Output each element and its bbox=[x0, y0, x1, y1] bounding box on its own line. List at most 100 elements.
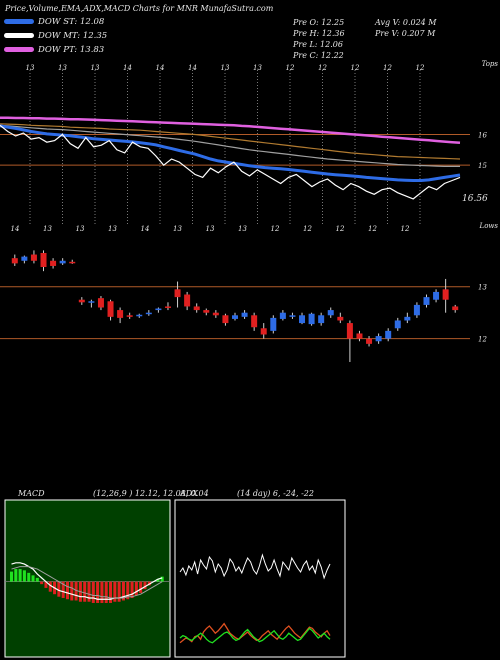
price-level-label: 13 bbox=[478, 284, 487, 292]
price-candle-body bbox=[337, 316, 344, 321]
price-candle-body bbox=[155, 308, 162, 311]
macd-histogram-bar bbox=[70, 581, 74, 601]
macd-histogram-bar bbox=[134, 581, 138, 596]
price-candle-body bbox=[88, 301, 95, 303]
macd-histogram-bar bbox=[31, 575, 35, 582]
price-candle-body bbox=[11, 258, 18, 264]
ema-top-tick: 13 bbox=[221, 64, 230, 72]
macd-label: MACD bbox=[18, 489, 45, 498]
macd-histogram-bar bbox=[83, 581, 87, 602]
ema-top-tick: 13 bbox=[26, 64, 35, 72]
price-candle-body bbox=[404, 316, 411, 321]
ema-top-tick: 12 bbox=[416, 64, 425, 72]
price-candle-body bbox=[97, 298, 104, 308]
price-top-tick: 12 bbox=[336, 225, 345, 233]
price-candle-body bbox=[212, 312, 219, 316]
price-candle-body bbox=[59, 260, 66, 264]
ema-series-line bbox=[0, 124, 460, 167]
price-top-tick: 12 bbox=[368, 225, 377, 233]
ema-series-line bbox=[0, 116, 461, 145]
price-top-tick: 12 bbox=[271, 225, 280, 233]
legend-dow-mt: DOW MT: 12.35 bbox=[4, 31, 107, 41]
macd-histogram-bar bbox=[35, 577, 39, 582]
ema-top-tick: 13 bbox=[253, 64, 262, 72]
macd-histogram-bar bbox=[121, 581, 125, 601]
macd-histogram-bar bbox=[74, 581, 78, 601]
legend-swatch-blue bbox=[4, 19, 34, 24]
ema-top-tick: 14 bbox=[123, 64, 132, 72]
price-candle-body bbox=[145, 312, 152, 315]
ema-top-tick: 14 bbox=[188, 64, 197, 72]
price-candle-body bbox=[241, 312, 248, 317]
adx-panel-frame bbox=[174, 499, 346, 658]
macd-histogram-bar bbox=[104, 581, 108, 603]
price-candle-body bbox=[356, 333, 363, 339]
price-candle-body bbox=[433, 291, 440, 300]
legend-swatch-pink bbox=[4, 47, 34, 52]
adx-params: (14 day) 6, -24, -22 bbox=[237, 489, 314, 498]
price-candle-body bbox=[299, 315, 306, 324]
macd-histogram-bar bbox=[139, 581, 143, 593]
macd-histogram-bar bbox=[130, 581, 134, 598]
price-level-label: 12 bbox=[478, 336, 487, 344]
price-candle-body bbox=[78, 299, 85, 303]
macd-histogram-bar bbox=[100, 581, 104, 603]
macd-histogram-bar bbox=[160, 576, 164, 582]
price-candle-body bbox=[375, 336, 382, 342]
macd-histogram-bar bbox=[126, 581, 130, 600]
ema-price-label: 16 bbox=[478, 132, 487, 140]
ema-series-line bbox=[0, 123, 461, 160]
adx-series-line bbox=[179, 553, 331, 580]
price-candle-body bbox=[107, 301, 114, 317]
ema-corner-label: Tops bbox=[482, 60, 499, 68]
macd-histogram-bar bbox=[143, 581, 147, 590]
ema-last-value: 16.56 bbox=[462, 194, 488, 204]
legend-label-dow-mt: DOW MT: 12.35 bbox=[38, 31, 108, 41]
macd-histogram-bar bbox=[48, 581, 52, 592]
macd-histogram-bar bbox=[27, 572, 31, 582]
price-candle-body bbox=[442, 289, 449, 300]
price-candle-body bbox=[40, 252, 47, 267]
price-top-tick: 13 bbox=[173, 225, 182, 233]
price-candle-body bbox=[232, 315, 238, 319]
macd-params: (12,26,9 ) 12.12, 12.08, 0.04 bbox=[93, 489, 209, 498]
price-candle-body bbox=[452, 306, 459, 311]
macd-histogram-bar bbox=[156, 579, 160, 582]
price-candle-body bbox=[260, 328, 267, 335]
chart-title: Price,Volume,EMA,ADX,MACD Charts for MNR… bbox=[5, 4, 274, 13]
adx-series-line bbox=[179, 627, 331, 644]
quote-open: Pre O: 12.25 bbox=[293, 18, 345, 27]
price-candle-body bbox=[50, 260, 57, 266]
price-top-tick: 14 bbox=[11, 225, 20, 233]
price-top-tick: 13 bbox=[108, 225, 117, 233]
quote-pre-vol: Pre V: 0.207 M bbox=[375, 29, 436, 38]
macd-histogram-bar bbox=[117, 581, 121, 602]
adx-label: ADX bbox=[180, 489, 198, 498]
price-candle-body bbox=[413, 304, 420, 316]
ema-top-tick: 12 bbox=[383, 64, 392, 72]
quote-avg-vol: Avg V: 0.024 M bbox=[375, 18, 437, 27]
price-candle-body bbox=[203, 310, 210, 313]
macd-histogram-bar bbox=[40, 581, 44, 585]
quote-close: Pre C: 12.22 bbox=[293, 51, 344, 60]
price-corner-label: Lows bbox=[479, 222, 499, 230]
price-candle-body bbox=[30, 254, 37, 261]
price-candle-body bbox=[366, 338, 373, 344]
macd-line bbox=[11, 562, 163, 600]
macd-histogram-bar bbox=[65, 581, 69, 600]
price-candle-body bbox=[117, 310, 124, 318]
ema-top-tick: 12 bbox=[318, 64, 327, 72]
macd-histogram-bar bbox=[57, 581, 61, 597]
ema-series-line bbox=[0, 124, 461, 182]
ema-top-tick: 12 bbox=[351, 64, 360, 72]
macd-histogram-bar bbox=[14, 569, 18, 582]
ema-series-line bbox=[0, 124, 461, 200]
macd-histogram-bar bbox=[96, 581, 100, 603]
legend-dow-st: DOW ST: 12.08 bbox=[4, 17, 104, 27]
macd-histogram-bar bbox=[10, 571, 14, 582]
price-candle-body bbox=[327, 310, 334, 316]
price-top-tick: 13 bbox=[76, 225, 85, 233]
price-candle-body bbox=[184, 294, 191, 307]
macd-histogram-bar bbox=[18, 569, 22, 582]
